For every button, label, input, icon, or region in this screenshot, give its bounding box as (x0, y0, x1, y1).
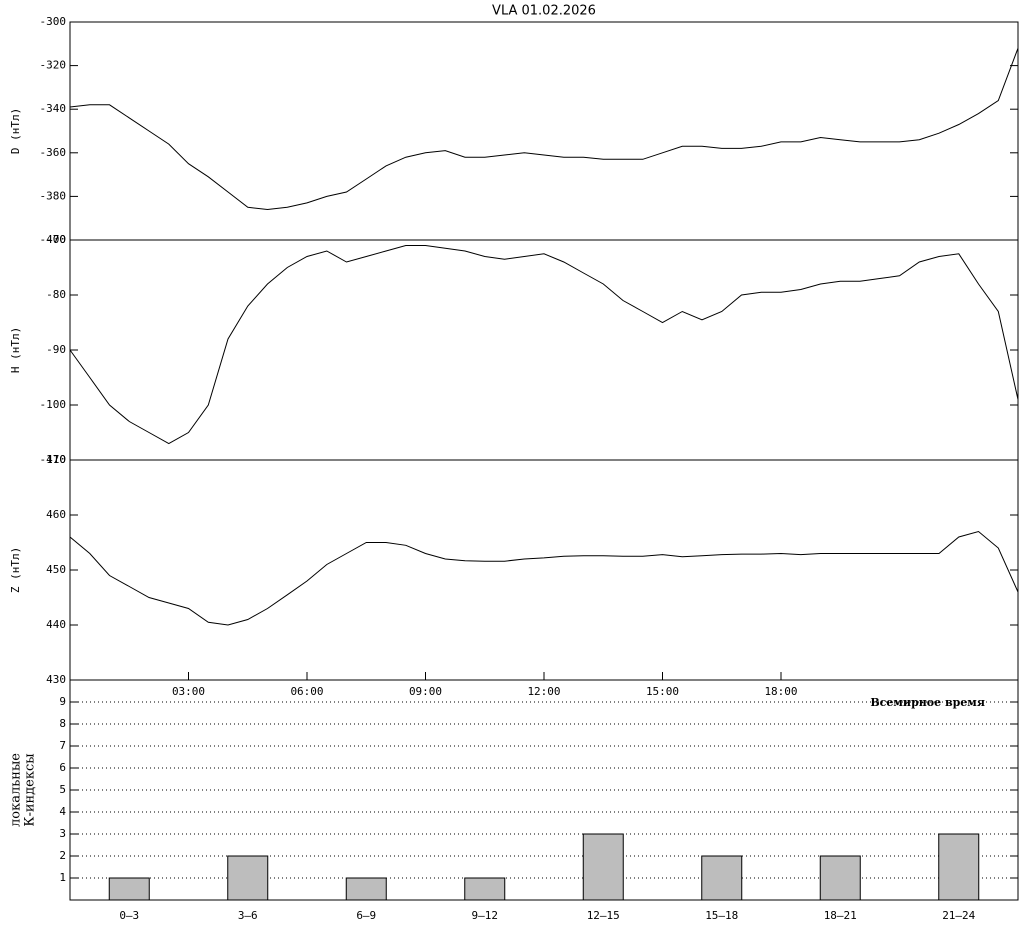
y-tick-label: 430 (46, 673, 66, 686)
y-tick-label: 470 (46, 453, 66, 466)
data-line (69, 48, 1019, 211)
y-tick-label: -110 (40, 453, 67, 466)
x-tick-label: 18:00 (764, 685, 797, 698)
y-tick-label: -70 (46, 233, 66, 246)
y-tick-label: 9 (59, 695, 66, 708)
x-tick-label: 3–6 (238, 909, 258, 921)
y-tick-label: -400 (40, 233, 67, 246)
bar (819, 855, 861, 901)
y-tick-label: 1 (59, 871, 66, 884)
y-tick-label: 7 (59, 739, 66, 752)
panel-frame (69, 679, 1019, 901)
x-tick-label: 18–21 (824, 909, 857, 921)
y-tick-label: -100 (40, 398, 67, 411)
x-tick-label: 12:00 (527, 685, 560, 698)
bar (227, 855, 269, 901)
bar (582, 833, 624, 901)
x-tick-label: 0–3 (119, 909, 139, 921)
y-tick-label: -80 (46, 288, 66, 301)
y-tick-label: -300 (40, 15, 67, 28)
y-tick-label: 450 (46, 563, 66, 576)
y-tick-label: -380 (40, 189, 67, 202)
y-tick-label: 6 (59, 761, 66, 774)
x-tick-label: 09:00 (409, 685, 442, 698)
bar (701, 855, 743, 901)
panel-frame (69, 21, 1019, 241)
bar (938, 833, 980, 901)
x-tick-label: 15–18 (705, 909, 738, 921)
y-tick-label: 5 (59, 783, 66, 796)
y-axis-label: локальные (9, 753, 24, 827)
x-tick-label: 6–9 (356, 909, 376, 921)
y-tick-label: -90 (46, 343, 66, 356)
y-axis-label: D (нТл) (9, 108, 22, 154)
x-tick-label: 12–15 (587, 909, 620, 921)
panel-frame (69, 239, 1019, 461)
bar (345, 877, 387, 901)
bar (108, 877, 150, 901)
y-axis-label: К-индексы (23, 753, 38, 826)
x-axis-label: Всемирное время (870, 696, 985, 709)
y-axis-label: H (нТл) (9, 327, 22, 373)
y-tick-label: 4 (59, 805, 66, 818)
data-line (69, 245, 1019, 445)
y-tick-label: 440 (46, 618, 66, 631)
chart-title: VLA 01.02.2026 (492, 4, 596, 19)
y-tick-label: 2 (59, 849, 66, 862)
y-tick-label: 8 (59, 717, 66, 730)
x-tick-label: 06:00 (290, 685, 323, 698)
y-tick-label: 3 (59, 827, 66, 840)
x-tick-label: 9–12 (472, 909, 499, 921)
data-line (69, 530, 1019, 626)
bar (464, 877, 506, 901)
y-tick-label: -320 (40, 59, 67, 72)
x-tick-label: 03:00 (172, 685, 205, 698)
y-tick-label: 460 (46, 508, 66, 521)
panel-frame (69, 459, 1019, 681)
y-axis-label: Z (нТл) (9, 547, 22, 593)
y-tick-label: -340 (40, 102, 67, 115)
y-tick-label: -360 (40, 146, 67, 159)
x-tick-label: 15:00 (646, 685, 679, 698)
x-tick-label: 21–24 (942, 909, 975, 921)
